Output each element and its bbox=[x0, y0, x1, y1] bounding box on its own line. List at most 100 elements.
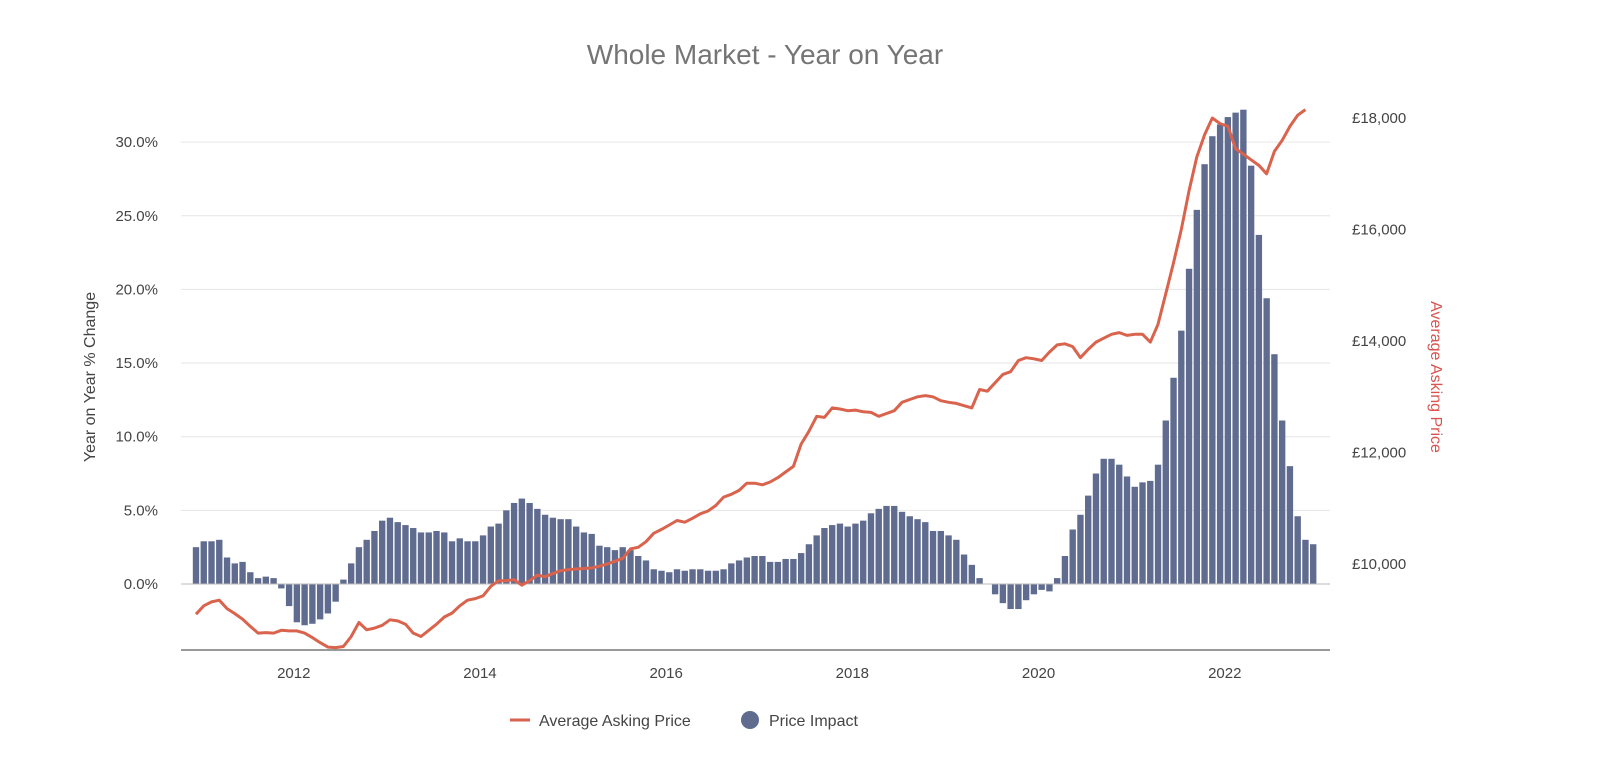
price-impact-bar[interactable] bbox=[425, 532, 432, 584]
price-impact-bar[interactable] bbox=[875, 508, 882, 584]
price-impact-bar[interactable] bbox=[860, 520, 867, 584]
price-impact-bar[interactable] bbox=[541, 514, 549, 584]
price-impact-bar[interactable] bbox=[922, 522, 929, 584]
price-impact-bar[interactable] bbox=[534, 508, 541, 584]
price-impact-bar[interactable] bbox=[192, 547, 200, 584]
price-impact-bar[interactable] bbox=[588, 533, 595, 584]
price-impact-bar[interactable] bbox=[402, 525, 409, 584]
price-impact-bar[interactable] bbox=[1038, 584, 1045, 590]
price-impact-bar[interactable] bbox=[1100, 458, 1107, 584]
price-impact-bar[interactable] bbox=[433, 530, 440, 584]
price-impact-bar[interactable] bbox=[293, 584, 301, 623]
price-impact-bar[interactable] bbox=[937, 530, 944, 584]
price-impact-bar[interactable] bbox=[1216, 124, 1224, 584]
price-impact-bar[interactable] bbox=[324, 584, 332, 614]
price-impact-bar[interactable] bbox=[379, 520, 386, 584]
price-impact-bar[interactable] bbox=[666, 572, 673, 584]
price-impact-bar[interactable] bbox=[1030, 584, 1038, 595]
legend-item-average-asking-price[interactable]: Average Asking Price bbox=[510, 713, 691, 730]
price-impact-bar[interactable] bbox=[316, 584, 324, 620]
price-impact-bar[interactable] bbox=[1286, 466, 1294, 584]
price-impact-bar[interactable] bbox=[448, 541, 456, 584]
legend-item-price-impact[interactable]: Price Impact bbox=[741, 711, 858, 730]
price-impact-bar[interactable] bbox=[1193, 209, 1201, 584]
price-impact-bar[interactable] bbox=[735, 560, 743, 584]
price-impact-bar[interactable] bbox=[285, 584, 293, 607]
price-impact-bar[interactable] bbox=[759, 556, 766, 584]
price-impact-bar[interactable] bbox=[782, 558, 789, 584]
price-impact-bar[interactable] bbox=[200, 541, 207, 584]
price-impact-bar[interactable] bbox=[1294, 516, 1301, 584]
price-impact-bar[interactable] bbox=[1139, 482, 1146, 584]
price-impact-bar[interactable] bbox=[1053, 578, 1061, 584]
price-impact-bar[interactable] bbox=[673, 569, 681, 584]
price-impact-bar[interactable] bbox=[1185, 268, 1193, 584]
price-impact-bar[interactable] bbox=[549, 517, 557, 584]
price-impact-bar[interactable] bbox=[441, 532, 448, 584]
price-impact-bar[interactable] bbox=[1255, 234, 1263, 585]
price-impact-bar[interactable] bbox=[355, 547, 363, 584]
price-impact-bar[interactable] bbox=[1302, 539, 1309, 584]
price-impact-bar[interactable] bbox=[797, 553, 805, 584]
price-impact-bar[interactable] bbox=[472, 541, 479, 584]
price-impact-bar[interactable] bbox=[689, 569, 696, 584]
price-impact-bar[interactable] bbox=[340, 579, 347, 584]
price-impact-bar[interactable] bbox=[898, 511, 906, 584]
price-impact-bar[interactable] bbox=[836, 523, 844, 584]
price-impact-bar[interactable] bbox=[309, 584, 316, 624]
price-impact-bar[interactable] bbox=[332, 584, 339, 602]
price-impact-bar[interactable] bbox=[1247, 165, 1255, 584]
price-impact-bar[interactable] bbox=[580, 532, 588, 584]
price-impact-bar[interactable] bbox=[774, 561, 782, 584]
price-impact-bar[interactable] bbox=[728, 563, 735, 584]
price-impact-bar[interactable] bbox=[347, 563, 355, 584]
price-impact-bar[interactable] bbox=[929, 530, 937, 584]
price-impact-bar[interactable] bbox=[262, 576, 270, 584]
price-impact-bar[interactable] bbox=[572, 526, 580, 584]
price-impact-bar[interactable] bbox=[1232, 112, 1239, 584]
price-impact-bar[interactable] bbox=[1224, 117, 1232, 585]
price-impact-bar[interactable] bbox=[712, 570, 719, 584]
price-impact-bar[interactable] bbox=[1015, 584, 1022, 610]
price-impact-bar[interactable] bbox=[371, 530, 378, 584]
price-impact-bar[interactable] bbox=[1209, 136, 1216, 584]
price-impact-bar[interactable] bbox=[829, 525, 836, 584]
price-impact-bar[interactable] bbox=[627, 550, 634, 584]
price-impact-bar[interactable] bbox=[1061, 556, 1069, 584]
price-impact-bar[interactable] bbox=[852, 523, 859, 584]
price-impact-bar[interactable] bbox=[976, 578, 983, 584]
price-impact-bar[interactable] bbox=[813, 535, 820, 584]
price-impact-bar[interactable] bbox=[743, 557, 751, 584]
price-impact-bar[interactable] bbox=[495, 523, 502, 584]
price-impact-bar[interactable] bbox=[1007, 584, 1014, 610]
price-impact-bar[interactable] bbox=[960, 554, 968, 584]
price-impact-bar[interactable] bbox=[1131, 486, 1138, 584]
price-impact-bar[interactable] bbox=[363, 539, 370, 584]
price-impact-bar[interactable] bbox=[914, 519, 921, 584]
price-impact-bar[interactable] bbox=[231, 563, 238, 584]
price-impact-bar[interactable] bbox=[821, 528, 828, 584]
price-impact-bar[interactable] bbox=[1069, 529, 1076, 584]
price-impact-bar[interactable] bbox=[410, 528, 417, 584]
price-impact-bar[interactable] bbox=[278, 584, 285, 589]
price-impact-bar[interactable] bbox=[1123, 476, 1131, 584]
price-impact-bar[interactable] bbox=[1108, 458, 1115, 584]
price-impact-bar[interactable] bbox=[945, 535, 952, 584]
price-impact-bar[interactable] bbox=[604, 547, 611, 584]
price-impact-bar[interactable] bbox=[642, 560, 650, 584]
price-impact-bar[interactable] bbox=[1046, 584, 1053, 592]
price-impact-bar[interactable] bbox=[790, 558, 797, 584]
price-impact-bar[interactable] bbox=[635, 556, 642, 584]
price-impact-bar[interactable] bbox=[704, 570, 712, 584]
price-impact-bar[interactable] bbox=[953, 539, 960, 584]
price-impact-bar[interactable] bbox=[844, 526, 851, 584]
price-impact-bar[interactable] bbox=[510, 502, 518, 584]
price-impact-bar[interactable] bbox=[247, 572, 254, 584]
price-impact-bar[interactable] bbox=[270, 578, 277, 584]
price-impact-bar[interactable] bbox=[1271, 354, 1278, 584]
price-impact-bar[interactable] bbox=[208, 541, 215, 584]
price-impact-bar[interactable] bbox=[1162, 420, 1169, 584]
price-impact-bar[interactable] bbox=[223, 557, 231, 584]
price-impact-bar[interactable] bbox=[1085, 495, 1092, 584]
price-impact-bar[interactable] bbox=[1147, 480, 1154, 584]
